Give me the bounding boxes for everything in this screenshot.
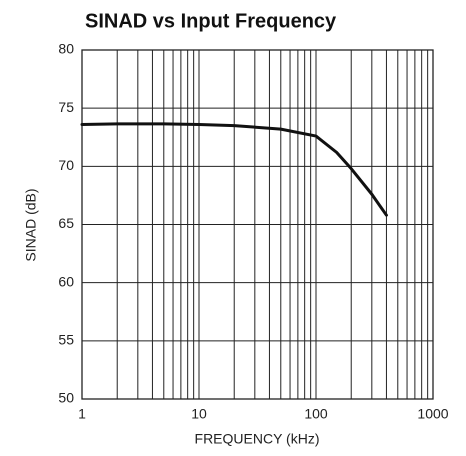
x-tick-label: 10 [191,406,207,422]
y-tick-label: 60 [58,273,74,289]
x-tick-label: 1000 [417,406,448,422]
data-line [80,122,388,217]
y-tick-label: 80 [58,41,74,57]
plot-frame [81,49,434,400]
y-tick-label: 65 [58,215,74,231]
y-axis-label: SINAD (dB) [23,188,39,261]
chart-title: SINAD vs Input Frequency [85,10,337,32]
y-tick-label: 70 [58,157,74,173]
y-tick-label: 55 [58,332,74,348]
y-tick-label: 50 [58,390,74,406]
x-axis-label: FREQUENCY (kHz) [195,431,320,447]
x-tick-label: 100 [304,406,328,422]
x-tick-label: 1 [78,406,86,422]
y-tick-label: 75 [58,99,74,115]
